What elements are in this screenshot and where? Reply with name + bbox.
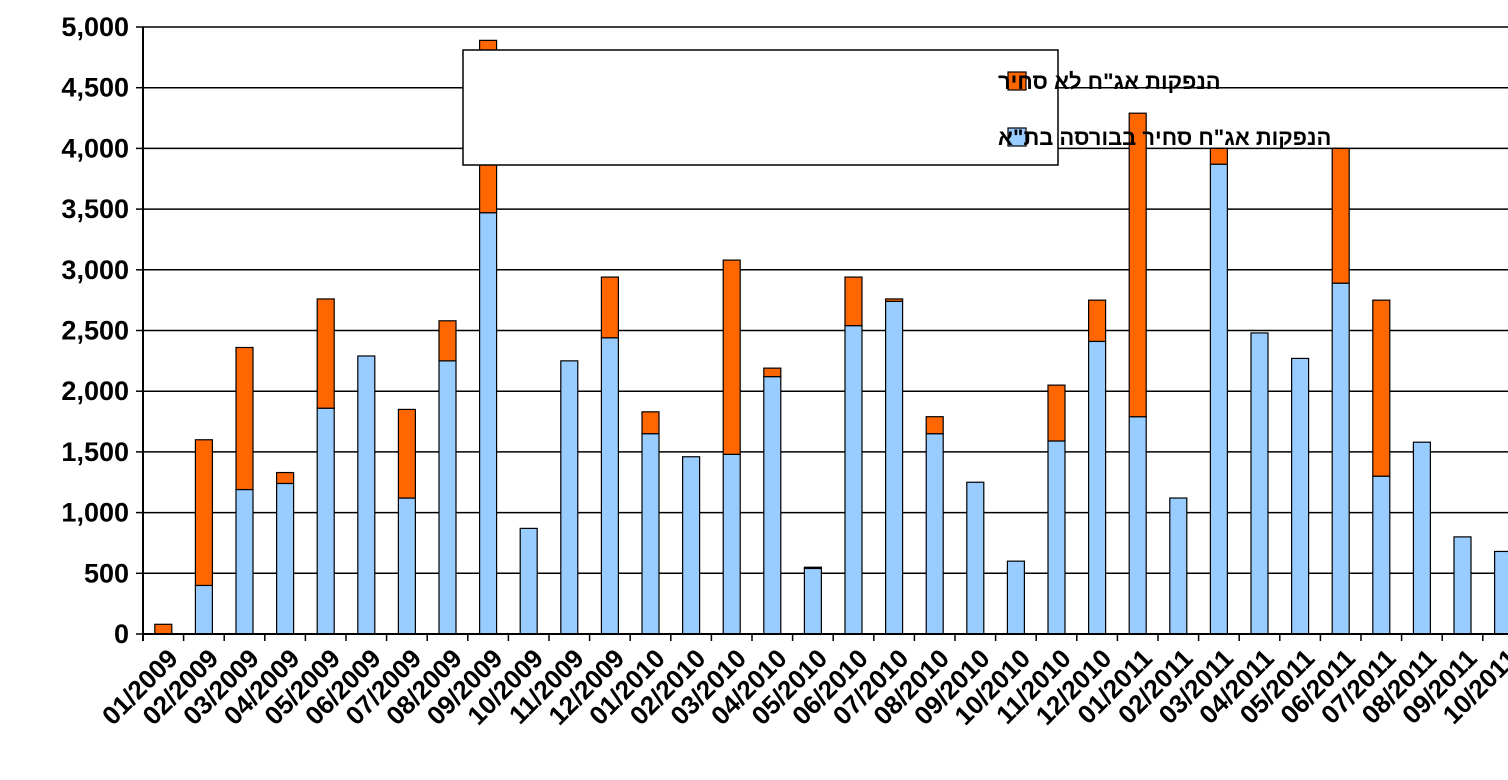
y-tick-label: 3,500: [61, 194, 129, 224]
bar-segment-traded: [276, 482, 295, 635]
bar-segment-non-traded: [154, 623, 173, 635]
bar-segment-non-traded: [397, 408, 416, 499]
y-tick-label: 5,000: [61, 12, 129, 42]
bar-segment-traded: [925, 433, 944, 635]
y-tick-label: 1,500: [61, 437, 129, 467]
legend-swatch: [1007, 127, 1027, 147]
bar-segment-non-traded: [235, 346, 254, 491]
y-tick-label: 2,000: [61, 376, 129, 406]
bar-segment-traded: [235, 488, 254, 635]
bar-segment-traded: [357, 355, 376, 635]
bar-segment-non-traded: [194, 439, 213, 587]
bar-segment-non-traded: [1128, 112, 1147, 418]
bar-segment-non-traded: [600, 276, 620, 339]
bar-segment-non-traded: [1087, 299, 1107, 343]
bar-segment-traded: [1493, 550, 1508, 635]
bar-segment-non-traded: [763, 367, 782, 378]
bar-segment-non-traded: [803, 566, 823, 570]
bar-segment-traded: [1006, 560, 1026, 635]
legend: הנפקות אג"ח לא סחיר הנפקות אג"ח סחיר בבור…: [462, 49, 1331, 166]
bar-segment-non-traded: [1047, 384, 1066, 442]
y-axis-ticks: 0 500 1,000 1,500 2,000 2,500 3,000 3,500 4,000 4…: [61, 12, 143, 649]
bar-segment-non-traded: [276, 471, 295, 485]
bar-segment-traded: [1169, 497, 1188, 635]
bar-segment-traded: [763, 376, 782, 635]
x-axis-ticks: 01/200902/200903/200904/200905/200906/20…: [96, 634, 1508, 731]
bar-segment-non-traded: [722, 259, 741, 455]
bar-segment-traded: [600, 337, 620, 635]
bar-segment-traded: [1412, 441, 1432, 635]
bar-segment-traded: [560, 360, 579, 635]
y-tick-label: 4,000: [61, 133, 129, 163]
bar-segment-non-traded: [844, 276, 863, 327]
bar-segment-non-traded: [316, 298, 335, 409]
bar-segment-traded: [1250, 332, 1269, 635]
legend-label: הנפקות אג"ח לא סחיר: [998, 69, 1221, 94]
y-tick-label: 2,500: [61, 316, 129, 346]
bar-segment-traded: [681, 456, 701, 635]
legend-box: [462, 49, 1059, 166]
legend-label: הנפקות אג"ח סחיר בבורסה בת"א: [998, 125, 1331, 150]
y-tick-label: 4,500: [61, 73, 129, 103]
bar-segment-traded: [519, 527, 538, 635]
bar-segment-traded: [803, 567, 823, 635]
bar-segment-traded: [479, 212, 498, 635]
y-tick-label: 1,000: [61, 498, 129, 528]
y-tick-label: 0: [114, 619, 129, 649]
bar-segment-non-traded: [438, 320, 457, 362]
bar-segment-traded: [844, 325, 863, 635]
y-tick-label: 3,000: [61, 255, 129, 285]
bar-segment-traded: [194, 584, 213, 635]
bar-segment-traded: [1331, 282, 1350, 635]
bar-segment-traded: [1128, 416, 1147, 635]
bar-segment-traded: [397, 497, 416, 635]
bars: [154, 39, 1508, 635]
bar-segment-traded: [884, 300, 904, 635]
bar-segment-non-traded: [641, 411, 660, 435]
bar-segment-traded: [1290, 357, 1310, 635]
bar-segment-non-traded: [1331, 147, 1350, 284]
bar-segment-traded: [316, 407, 335, 635]
bar-segment-traded: [1047, 440, 1066, 635]
bar-segment-traded: [966, 481, 985, 635]
bar-segment-non-traded: [925, 416, 944, 435]
bar-segment-traded: [1372, 475, 1391, 635]
legend-swatch: [1007, 71, 1027, 91]
bar-segment-traded: [1453, 536, 1472, 635]
bar-segment-non-traded: [1372, 299, 1391, 477]
bar-segment-traded: [1087, 340, 1107, 635]
bar-segment-non-traded: [1209, 147, 1229, 165]
bar-segment-traded: [1209, 163, 1229, 635]
bar-segment-traded: [722, 453, 741, 635]
bar-segment-traded: [438, 360, 457, 635]
y-tick-label: 500: [84, 558, 129, 588]
bar-segment-non-traded: [884, 298, 904, 302]
bar-segment-traded: [641, 433, 660, 635]
